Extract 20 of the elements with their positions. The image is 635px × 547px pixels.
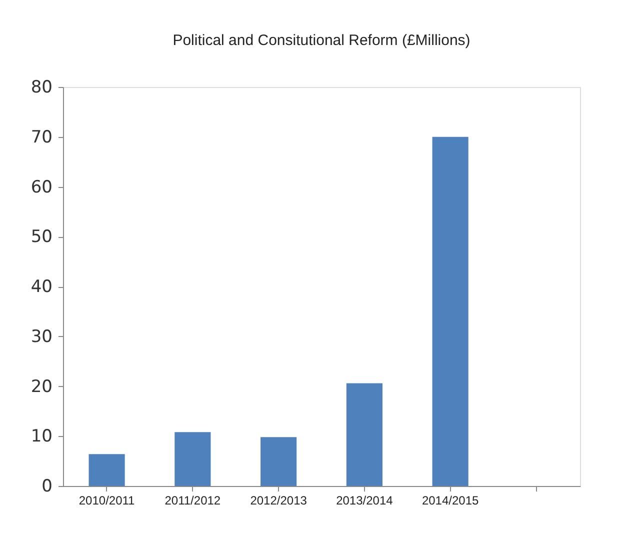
bar xyxy=(346,383,382,486)
bar xyxy=(174,432,211,486)
y-tick-label: 10 xyxy=(30,426,52,447)
bar xyxy=(432,136,468,486)
chart-title: Political and Consitutional Reform (£Millions) xyxy=(172,32,470,49)
x-tick-label: 2013/2014 xyxy=(336,494,394,508)
x-tick-label: 2010/2011 xyxy=(78,494,136,508)
x-tick-label: 2011/2012 xyxy=(164,494,221,508)
x-tick-label: 2014/2015 xyxy=(422,494,480,508)
y-tick-label: 80 xyxy=(30,78,52,98)
bar xyxy=(260,437,297,486)
x-tick-label: 2012/2013 xyxy=(250,494,308,508)
y-tick-label: 0 xyxy=(42,476,52,496)
y-tick-label: 30 xyxy=(30,326,52,347)
y-tick-label: 20 xyxy=(30,376,52,397)
y-tick-label: 40 xyxy=(30,277,52,297)
y-tick-label: 70 xyxy=(30,127,52,148)
y-tick-label: 60 xyxy=(30,177,52,198)
y-tick-label: 50 xyxy=(30,227,52,248)
bar xyxy=(88,454,125,486)
